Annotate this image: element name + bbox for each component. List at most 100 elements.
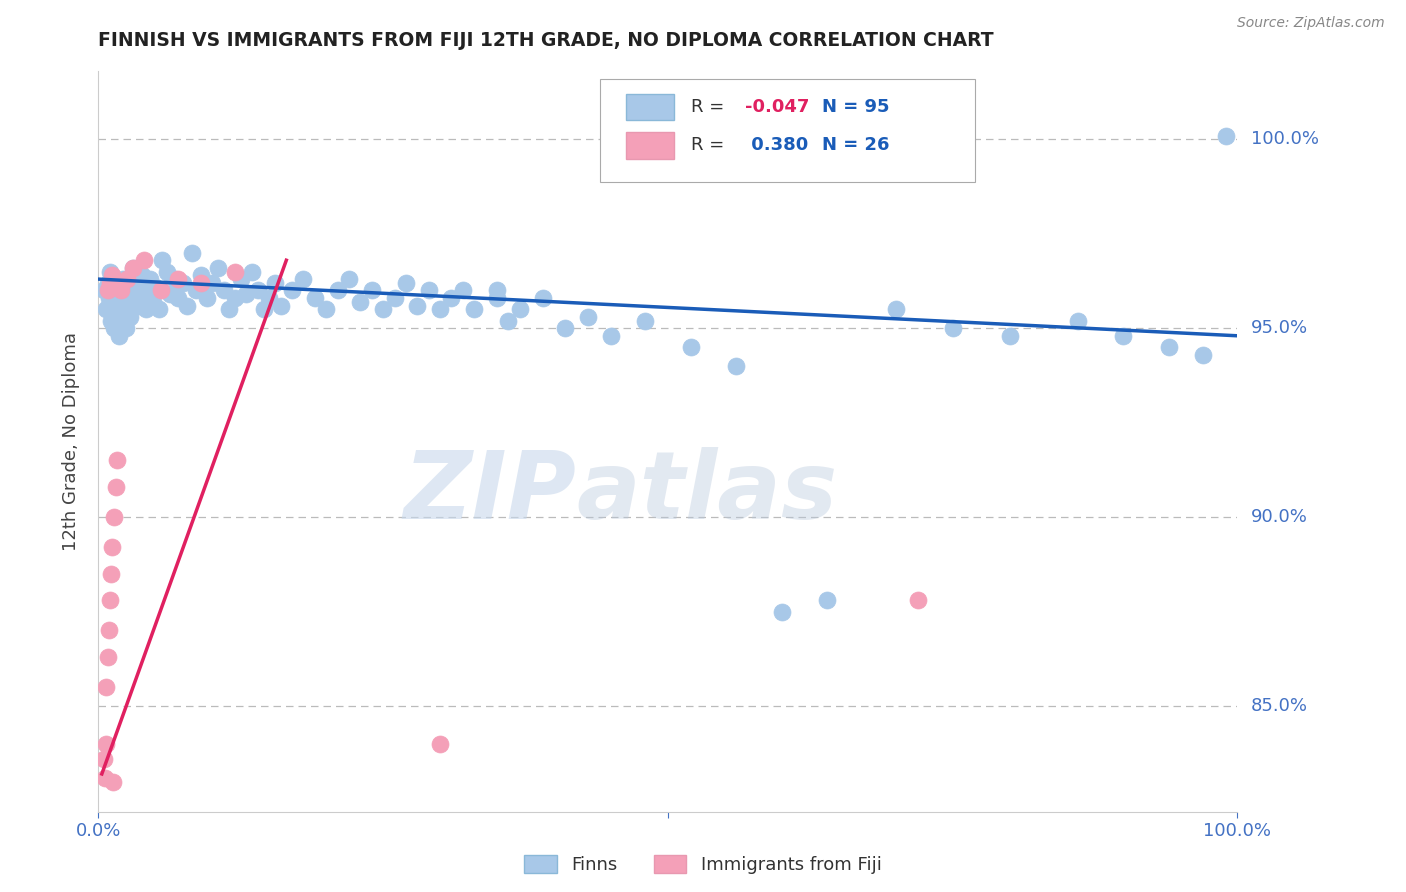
Point xyxy=(108,299,131,313)
Point xyxy=(679,340,702,354)
Point xyxy=(259,291,281,305)
Point xyxy=(463,302,485,317)
Point xyxy=(207,260,229,275)
Point xyxy=(176,299,198,313)
Point xyxy=(304,291,326,305)
Y-axis label: 12th Grade, No Diploma: 12th Grade, No Diploma xyxy=(62,332,80,551)
Point xyxy=(486,284,509,298)
Point xyxy=(190,268,212,283)
Point xyxy=(167,272,190,286)
Point xyxy=(395,276,418,290)
Point xyxy=(101,294,124,309)
Point xyxy=(97,291,120,305)
Text: atlas: atlas xyxy=(576,448,838,540)
Point xyxy=(815,593,838,607)
Point xyxy=(270,299,292,313)
Point xyxy=(190,276,212,290)
Point xyxy=(486,291,509,305)
Point xyxy=(108,328,131,343)
Point xyxy=(118,284,141,298)
Point xyxy=(131,268,153,283)
Point xyxy=(167,291,190,305)
Point xyxy=(235,287,257,301)
Point xyxy=(132,287,155,301)
Point xyxy=(120,310,142,324)
Point xyxy=(509,302,531,317)
Text: R =: R = xyxy=(690,136,730,154)
Point xyxy=(264,276,287,290)
Text: 90.0%: 90.0% xyxy=(1251,508,1308,526)
Point xyxy=(96,680,118,694)
Text: 95.0%: 95.0% xyxy=(1251,319,1309,337)
FancyBboxPatch shape xyxy=(599,78,976,183)
Text: 100.0%: 100.0% xyxy=(1251,130,1319,148)
Point xyxy=(103,774,125,789)
Point xyxy=(110,284,132,298)
Text: ZIP: ZIP xyxy=(404,448,576,540)
Point xyxy=(498,313,520,327)
Point xyxy=(371,302,394,317)
Point xyxy=(1067,313,1090,327)
Point xyxy=(112,272,135,286)
Point xyxy=(98,276,121,290)
Text: N = 26: N = 26 xyxy=(821,136,889,154)
Point xyxy=(1192,348,1215,362)
Point xyxy=(124,291,146,305)
Point xyxy=(98,264,121,278)
Text: -0.047: -0.047 xyxy=(745,98,810,116)
Point xyxy=(121,260,143,275)
Point xyxy=(281,284,304,298)
Point xyxy=(103,321,125,335)
Point xyxy=(142,294,165,309)
Bar xyxy=(626,132,673,159)
Point xyxy=(97,624,120,638)
Point xyxy=(1215,128,1237,143)
Point xyxy=(292,272,315,286)
Point xyxy=(224,264,246,278)
Point xyxy=(240,264,263,278)
Point xyxy=(246,284,269,298)
Point xyxy=(360,284,382,298)
Point xyxy=(94,771,117,785)
Point xyxy=(103,510,125,524)
Point xyxy=(98,593,121,607)
Point xyxy=(907,593,929,607)
Point xyxy=(418,284,440,298)
Point xyxy=(998,328,1021,343)
Point xyxy=(195,291,218,305)
Text: FINNISH VS IMMIGRANTS FROM FIJI 12TH GRADE, NO DIPLOMA CORRELATION CHART: FINNISH VS IMMIGRANTS FROM FIJI 12TH GRA… xyxy=(98,31,994,50)
Point xyxy=(576,310,599,324)
Point xyxy=(172,276,194,290)
Point xyxy=(337,272,360,286)
Point xyxy=(128,299,150,313)
Point xyxy=(1112,328,1135,343)
Point xyxy=(105,306,128,320)
Point xyxy=(451,284,474,298)
Point xyxy=(148,302,170,317)
Legend: Finns, Immigrants from Fiji: Finns, Immigrants from Fiji xyxy=(517,847,889,881)
Point xyxy=(100,313,122,327)
Point xyxy=(554,321,576,335)
Point xyxy=(93,752,115,766)
Point xyxy=(145,279,167,293)
Bar xyxy=(626,94,673,120)
Point xyxy=(107,279,129,293)
Point xyxy=(218,302,240,317)
Point xyxy=(150,253,173,268)
Point xyxy=(634,313,657,327)
Point xyxy=(103,272,125,286)
Point xyxy=(96,737,118,751)
Point xyxy=(96,276,118,290)
Point xyxy=(101,268,124,283)
Point xyxy=(100,566,122,581)
Point xyxy=(138,272,160,286)
Point xyxy=(156,264,179,278)
Point xyxy=(104,480,127,494)
Point xyxy=(429,737,451,751)
Point xyxy=(315,302,337,317)
Text: Source: ZipAtlas.com: Source: ZipAtlas.com xyxy=(1237,16,1385,30)
Point xyxy=(159,287,181,301)
Point xyxy=(114,321,136,335)
Point xyxy=(121,260,143,275)
Text: 0.380: 0.380 xyxy=(745,136,808,154)
